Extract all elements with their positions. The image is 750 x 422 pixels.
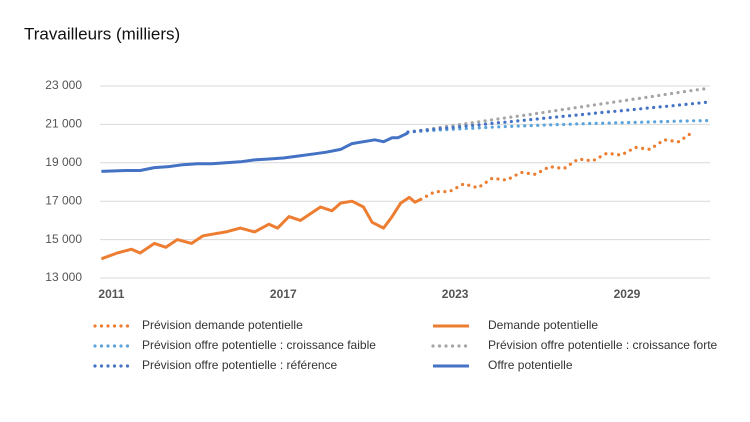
legend-label: Demande potentielle	[488, 318, 598, 332]
y-tick-label: 15 000	[45, 232, 82, 246]
legend-label: Offre potentielle	[488, 358, 573, 372]
x-tick-label: 2029	[614, 287, 641, 301]
series-line	[406, 86, 711, 134]
series-line	[100, 195, 422, 261]
y-tick-label: 23 000	[45, 78, 82, 92]
legend-label: Prévision offre potentielle : référence	[142, 358, 338, 372]
series-line	[406, 119, 711, 134]
series-line	[419, 130, 695, 201]
legend-label: Prévision demande potentielle	[142, 318, 303, 332]
y-tick-label: 13 000	[45, 270, 82, 284]
legend-label: Prévision offre potentielle : croissance…	[488, 338, 718, 352]
x-tick-label: 2023	[442, 287, 469, 301]
legend-label: Prévision offre potentielle : croissance…	[142, 338, 376, 352]
y-tick-label: 17 000	[45, 193, 82, 207]
x-tick-label: 2011	[98, 287, 124, 301]
x-tick-label: 2017	[270, 287, 297, 301]
chart-title: Travailleurs (milliers)	[24, 24, 180, 43]
y-tick-label: 19 000	[45, 155, 82, 169]
series-line	[101, 131, 409, 173]
series-line	[406, 100, 711, 134]
y-tick-label: 21 000	[45, 117, 82, 131]
